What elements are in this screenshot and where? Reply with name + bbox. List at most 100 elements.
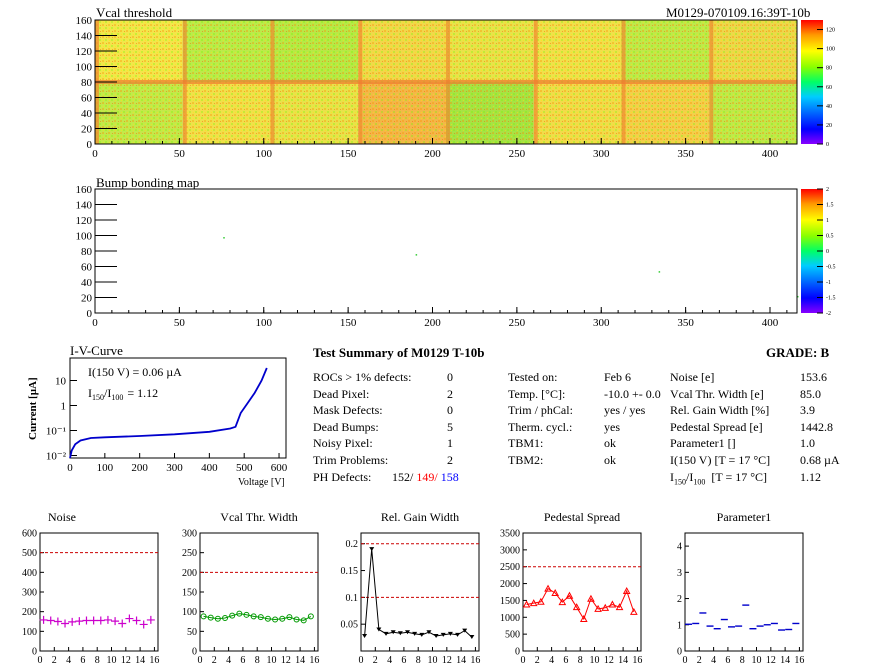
chart-series-line	[203, 613, 312, 621]
map2-ytick-label: 160	[76, 184, 93, 196]
chart-xtick-label: 2	[535, 655, 540, 666]
map1-xtick-label: 0	[92, 148, 98, 160]
vcal-colorbar-ticks: 0 20 40 60 80 100 120	[817, 28, 835, 148]
chart-point	[433, 633, 439, 638]
iv-xtick-label: 200	[131, 462, 148, 474]
map1-ytick-label: 140	[76, 31, 93, 43]
colorbar-tick-label: 120	[826, 28, 835, 34]
chart-xtick-label: 2	[373, 655, 378, 666]
chart-frame	[360, 532, 480, 652]
chart-xtick-label: 6	[240, 655, 245, 666]
chart-point	[551, 588, 560, 597]
ph-defects-v2: 149/	[416, 470, 438, 484]
chart-ytick-label: 100	[22, 627, 37, 638]
bump-defect-pixel	[658, 271, 661, 273]
chart-xtick-label: 10	[107, 655, 117, 666]
chart-xtick-label: 12	[281, 655, 291, 666]
chart-point	[229, 612, 236, 619]
summary-left-value-3: 5	[447, 419, 453, 434]
map1-ytick-label: 20	[81, 124, 93, 136]
iv-axes: 0 100 200 300 400 500 600 10⁻² 10⁻¹ 1 10	[46, 376, 288, 475]
chart-point	[522, 600, 531, 608]
chart-xtick-label: 8	[740, 655, 745, 666]
chart-point	[132, 616, 141, 625]
chart-point	[264, 615, 271, 622]
chart-ytick-label: 300	[182, 529, 197, 540]
chart-point	[111, 617, 120, 626]
summary-mid-value-0: Feb 6	[604, 370, 631, 384]
chart-ytick-label: 1500	[500, 596, 520, 607]
colorbar-tick-label: 2	[826, 187, 829, 193]
roc-cell-texture	[709, 20, 797, 82]
chart-point	[426, 630, 432, 635]
chart-xtick-label: 4	[226, 655, 231, 666]
chart-xtick-label: 10	[428, 655, 438, 666]
map1-xtick-label: 250	[509, 148, 526, 160]
roc-edge-column	[182, 20, 187, 82]
chart-point	[390, 630, 396, 635]
map2-xtick-label: 100	[256, 317, 273, 329]
chart-point	[630, 607, 638, 615]
iv-xtick-label: 100	[97, 462, 114, 474]
chart-point	[440, 632, 446, 637]
summary-mid-value-5: ok	[604, 452, 616, 467]
colorbar-tick-label: 40	[826, 104, 832, 110]
chart-point	[601, 603, 610, 611]
chart-xtick-label: 12	[766, 655, 776, 666]
map2-xtick-label: 250	[509, 317, 526, 329]
roc-edge-column	[358, 82, 363, 144]
chart-ytick-label: 0	[32, 647, 37, 658]
chart-point	[139, 620, 148, 629]
map1-ytick-label: 160	[76, 15, 93, 27]
map2-ytick-label: 60	[81, 262, 93, 274]
chart-xtick-label: 10	[267, 655, 277, 666]
roc-edge-column	[533, 20, 538, 82]
chart-ytick-label: 100	[182, 607, 197, 618]
chart-ytick-label: 2000	[500, 579, 520, 590]
map1-ytick-label: 80	[81, 77, 93, 89]
roc-edge-column	[621, 20, 626, 82]
roc-edge-column	[358, 20, 363, 82]
summary-right-label-5: I(150 V) [T = 17 °C]	[670, 452, 771, 467]
bump-defect-pixel	[415, 254, 418, 256]
chart-ytick-label: 150	[182, 588, 197, 599]
summary-left-value-0: 0	[447, 370, 453, 384]
chart-title: Parameter1	[717, 510, 772, 524]
iv-ytick-label: 10⁻¹	[46, 426, 66, 438]
chart-xtick-label: 4	[549, 655, 554, 666]
chart-xtick-label: 4	[387, 655, 392, 666]
chart-xtick-label: 2	[697, 655, 702, 666]
summary-right-label-3: Pedestal Spread [e]	[670, 419, 763, 434]
chart-point	[300, 617, 307, 624]
colorbar-tick-label: 0.5	[826, 234, 834, 240]
summary-mid-label-5: TBM2:	[508, 452, 544, 467]
summary-right-value-3: 1442.8	[800, 419, 833, 434]
chart-ytick-label: 500	[22, 548, 37, 559]
chart-xtick-label: 14	[456, 655, 466, 666]
map2-ytick-label: 100	[76, 231, 93, 243]
roc-edge-column	[270, 20, 275, 82]
chart-xtick-label: 16	[309, 655, 319, 666]
summary-mid-label-3: Therm. cycl.:	[508, 419, 573, 434]
chart-frame	[684, 532, 804, 652]
map1-ytick-label: 60	[81, 93, 93, 105]
chart-xtick-label: 14	[618, 655, 628, 666]
map2-ytick-label: 80	[81, 246, 93, 258]
chart-point	[125, 614, 134, 623]
roc-edge-column	[709, 20, 714, 82]
chart-ytick-label: 500	[505, 630, 520, 641]
chart-ytick-label: 0.1	[346, 593, 359, 604]
colorbar-tick-label: 80	[826, 66, 832, 72]
chart-series-line	[526, 587, 635, 621]
chart-point	[419, 632, 425, 637]
chart-xtick-label: 16	[149, 655, 159, 666]
ph-defects-v1: 152/	[392, 470, 414, 484]
chart-xtick-label: 0	[38, 655, 43, 666]
chart-ytick-label: 3000	[500, 545, 520, 556]
chart-ytick-label: 50	[187, 627, 197, 638]
map2-xtick-label: 300	[593, 317, 610, 329]
chart-3: Pedestal Spread 0 500 1000 1500 2000 2500 3000 3…	[500, 510, 642, 666]
